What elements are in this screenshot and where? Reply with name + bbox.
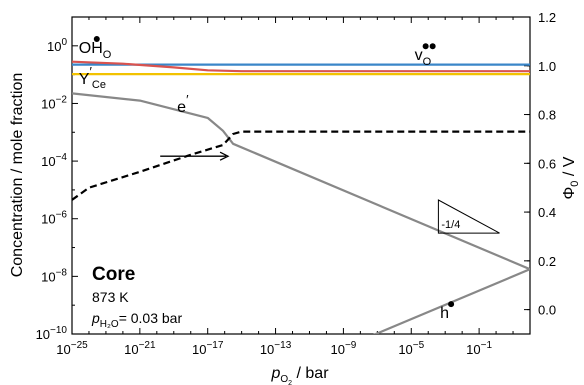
annotation-temperature: 873 K	[92, 289, 129, 305]
slope-triangle	[437, 199, 500, 234]
y-right-tick-label: 0.0	[538, 303, 556, 318]
y-left-tick-label: 100	[47, 37, 67, 54]
series-label-yce: Y′Ce	[79, 64, 106, 91]
x-tick-label: 10−21	[124, 340, 156, 357]
svg-text:vO: vO	[415, 47, 432, 68]
y-right-tick-label: 0.2	[538, 254, 556, 269]
annotation-title: Core	[92, 264, 135, 285]
series-label-ohO: OHO	[79, 36, 112, 61]
y-left-tick-label: 10−2	[41, 94, 67, 111]
y-axis-title-left: Concentration / mole fraction	[9, 73, 26, 278]
series-line-e	[72, 92, 530, 271]
annotation-pressure: pH₂O= 0.03 bar	[91, 310, 182, 330]
svg-text:OHO: OHO	[79, 40, 112, 61]
direction-arrow	[160, 151, 230, 161]
svg-text:Y′Ce: Y′Ce	[79, 64, 106, 91]
x-axis-title: pO2 / bar	[270, 365, 329, 385]
slope-label: -1/4	[441, 219, 460, 231]
x-tick-label: 10−1	[466, 340, 492, 357]
series-label-vo: vO	[415, 43, 436, 68]
series-line-phi	[72, 130, 530, 201]
y-right-tick-label: 0.6	[538, 156, 556, 171]
y-right-tick-label: 1.0	[538, 59, 556, 74]
y-right-tick-label: 1.2	[538, 10, 556, 25]
y-left-tick-label: 10−10	[36, 325, 68, 342]
y-left-tick-label: 10−6	[41, 210, 67, 227]
x-tick-label: 10−5	[398, 340, 424, 357]
axis-ticks: 10−25 10−21 10−17 10−13 10−9 10−5 10−1 100 10−2 1…	[36, 10, 557, 357]
annotations-layer: vO OHO Y′Ce e′ h -1/4	[79, 36, 500, 322]
y-right-tick-label: 0.4	[538, 205, 556, 220]
y-left-tick-label: 10−4	[41, 152, 67, 169]
x-tick-label: 10−13	[260, 340, 292, 357]
y-axis-title-right: Φ0 / V	[561, 156, 581, 199]
x-tick-label: 10−25	[56, 340, 88, 357]
svg-text:h: h	[440, 305, 449, 322]
x-tick-label: 10−17	[192, 340, 224, 357]
svg-text:e′: e′	[177, 92, 189, 116]
x-tick-label: 10−9	[330, 340, 356, 357]
y-left-tick-label: 10−8	[41, 267, 67, 284]
plot-area	[71, 16, 531, 335]
series-lines	[72, 60, 530, 334]
y-right-tick-label: 0.8	[538, 108, 556, 123]
series-label-e: e′	[177, 92, 189, 116]
series-line-ohO	[72, 60, 530, 73]
series-label-h: h	[440, 301, 455, 322]
